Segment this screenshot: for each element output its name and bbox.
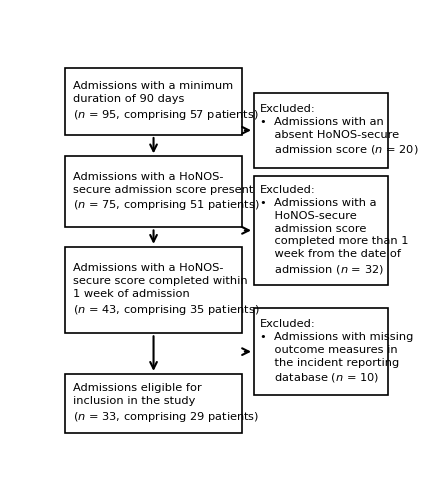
Text: Admissions with a minimum
duration of 90 days
($n$ = 95, comprising 57 patients): Admissions with a minimum duration of 90…	[72, 81, 258, 122]
FancyBboxPatch shape	[253, 92, 387, 168]
FancyBboxPatch shape	[65, 68, 241, 135]
Text: Admissions with a HoNOS-
secure admission score present
($n$ = 75, comprising 51: Admissions with a HoNOS- secure admissio…	[72, 172, 258, 212]
FancyBboxPatch shape	[253, 176, 387, 285]
Text: Excluded:
•  Admissions with missing
    outcome measures in
    the incident re: Excluded: • Admissions with missing outc…	[259, 320, 413, 384]
FancyBboxPatch shape	[65, 246, 241, 334]
Text: Excluded:
•  Admissions with an
    absent HoNOS-secure
    admission score ($n$: Excluded: • Admissions with an absent Ho…	[259, 104, 417, 156]
FancyBboxPatch shape	[65, 374, 241, 434]
FancyBboxPatch shape	[253, 308, 387, 395]
Text: Excluded:
•  Admissions with a
    HoNOS-secure
    admission score
    complete: Excluded: • Admissions with a HoNOS-secu…	[259, 185, 408, 276]
Text: Admissions eligible for
inclusion in the study
($n$ = 33, comprising 29 patients: Admissions eligible for inclusion in the…	[72, 384, 258, 424]
FancyBboxPatch shape	[65, 156, 241, 228]
Text: Admissions with a HoNOS-
secure score completed within
1 week of admission
($n$ : Admissions with a HoNOS- secure score co…	[72, 264, 258, 316]
